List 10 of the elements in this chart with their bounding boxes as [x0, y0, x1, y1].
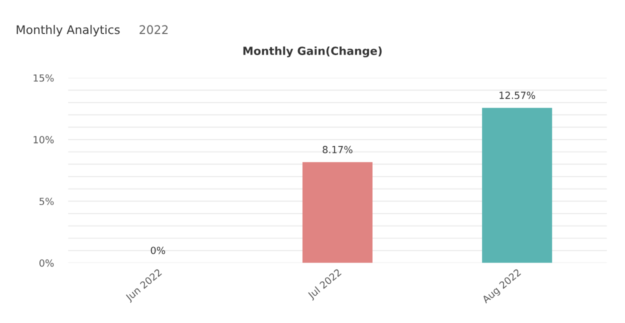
y-tick-label: 5% — [40, 198, 54, 206]
chart-title: Monthly Gain(Change) — [243, 46, 382, 58]
data-label: 8.17% — [322, 146, 352, 154]
y-tick-label: 0% — [39, 259, 54, 267]
data-label: 0% — [150, 246, 166, 254]
y-tick-label: 15% — [34, 74, 54, 82]
y-tick-label: 10% — [34, 136, 54, 144]
text: Monthly Analytics — [16, 24, 120, 36]
text: 2022 — [140, 25, 168, 34]
data-label: 12.57% — [500, 92, 536, 99]
